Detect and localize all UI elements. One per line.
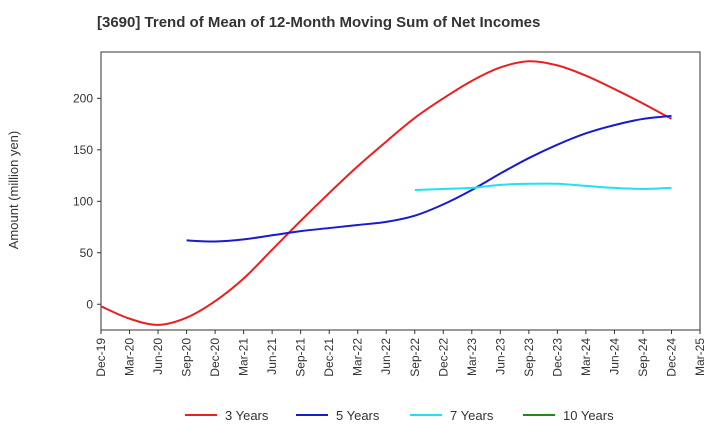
legend-item-5-years: 5 Years — [296, 404, 379, 426]
y-tick-label: 0 — [86, 297, 93, 311]
x-tick-label: Sep-23 — [522, 338, 536, 377]
x-tick-label: Sep-21 — [294, 338, 308, 377]
x-tick-label: Sep-22 — [408, 338, 422, 377]
legend-swatch-10-years — [523, 414, 555, 416]
ticks-layer: 0 50 100 150 200 Dec-19 Mar-20 Jun-20 Sep-20 Dec-… — [73, 91, 707, 376]
legend-swatch-5-years — [296, 414, 328, 416]
legend-item-7-years: 7 Years — [410, 404, 493, 426]
series-line-7-years — [414, 182, 672, 191]
x-tick-label: Dec-22 — [436, 338, 450, 377]
x-tick-label: Mar-23 — [465, 338, 479, 376]
legend-label-10-years: 10 Years — [563, 407, 614, 423]
series-line-5-years — [186, 114, 672, 243]
x-tick-label: Dec-21 — [322, 338, 336, 377]
axes-layer — [100, 51, 701, 331]
series-line-3-years — [100, 60, 672, 326]
legend-item-3-years: 3 Years — [185, 404, 268, 426]
x-tick-label: Dec-20 — [208, 338, 222, 377]
x-tick-label: Jun-22 — [379, 338, 393, 375]
x-tick-label: Mar-22 — [351, 338, 365, 376]
series-layer — [100, 60, 672, 326]
x-tick-label: Mar-20 — [123, 338, 137, 376]
y-tick-label: 50 — [80, 246, 94, 260]
legend-label-7-years: 7 Years — [450, 407, 494, 423]
x-tick-label: Jun-24 — [607, 338, 621, 375]
legend-item-10-years: 10 Years — [523, 404, 614, 426]
x-tick-label: Mar-25 — [693, 338, 707, 376]
x-tick-label: Mar-24 — [579, 338, 593, 376]
plot-area — [100, 51, 701, 331]
legend-swatch-7-years — [410, 414, 442, 416]
y-axis-label: Amount (million yen) — [6, 131, 21, 250]
x-tick-label: Dec-19 — [94, 338, 108, 377]
y-tick-label: 150 — [73, 143, 93, 157]
x-tick-label: Jun-21 — [265, 338, 279, 375]
chart-title: [3690] Trend of Mean of 12-Month Moving … — [97, 14, 541, 31]
legend-label-5-years: 5 Years — [336, 407, 380, 423]
y-tick-label: 200 — [73, 91, 93, 105]
x-tick-label: Jun-20 — [151, 338, 165, 375]
x-tick-label: Dec-23 — [550, 338, 564, 377]
x-tick-label: Jun-23 — [493, 338, 507, 375]
x-tick-label: Sep-20 — [180, 338, 194, 377]
x-tick-label: Mar-21 — [237, 338, 251, 376]
legend-label-3-years: 3 Years — [225, 407, 269, 423]
y-tick-label: 100 — [73, 194, 93, 208]
x-tick-label: Sep-24 — [636, 338, 650, 377]
x-tick-label: Dec-24 — [664, 338, 678, 377]
legend: 3 Years 5 Years 7 Years 10 Years — [0, 404, 720, 426]
legend-swatch-3-years — [185, 414, 217, 416]
